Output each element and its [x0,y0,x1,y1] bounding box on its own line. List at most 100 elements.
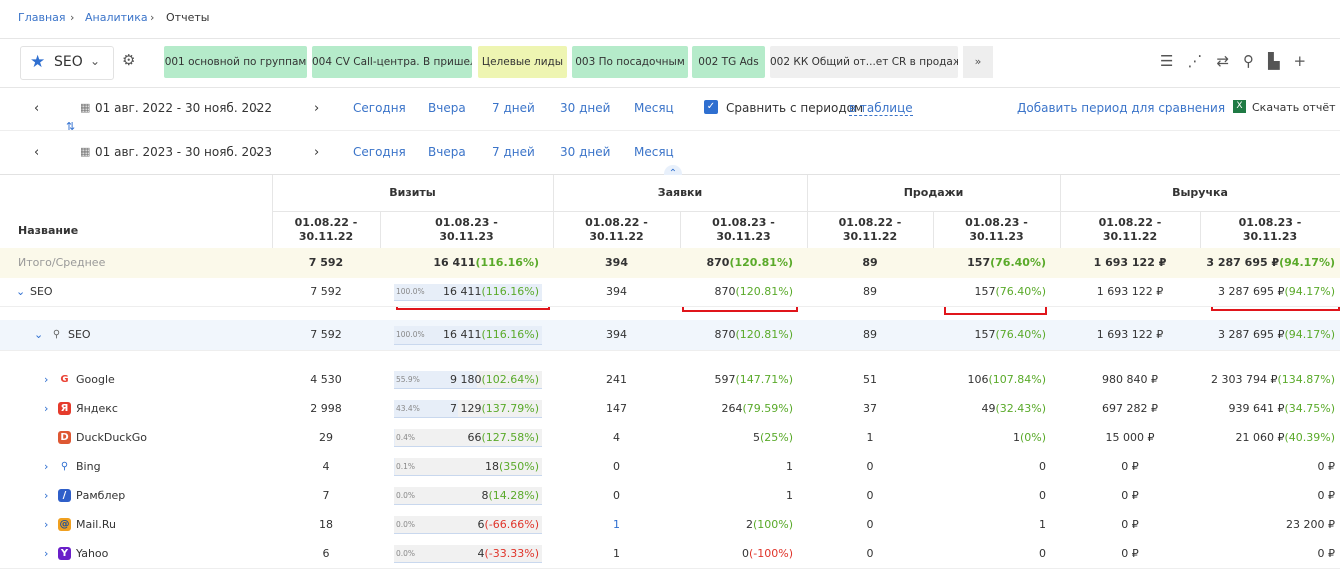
cell-change: (116.16%) [481,285,539,298]
add-period-link[interactable]: Добавить период для сравнения [1017,101,1226,115]
expand-chevron[interactable]: › [44,517,49,531]
expand-chevron[interactable]: › [44,546,49,560]
report-tab[interactable]: 004 CV Call-центра. В пришел [312,46,472,78]
segment-select[interactable] [20,46,114,80]
table-row [0,278,1340,307]
report-tab[interactable]: 003 По посадочным [572,46,688,78]
cell-change: (-66.66%) [484,517,540,531]
segment-name[interactable]: SEO [54,54,83,70]
quick-period[interactable]: Месяц [634,101,674,115]
cell-change: (116.16%) [481,328,539,341]
cell-value: 1 693 122 ₽ [1096,328,1164,341]
share-bar [394,429,395,446]
breadcrumb-link[interactable]: Главная [18,11,66,24]
cell-compare: 157(76.40%) [974,285,1046,298]
group-header: Выручка [1172,186,1228,199]
cell-compare: 49(32.43%) [981,402,1046,415]
report-tab[interactable]: Целевые лиды [478,46,567,78]
cell-value: 89 [862,256,878,269]
cell-value: 241 [606,372,627,386]
next-arrow[interactable]: › [314,145,320,160]
period-header: 01.08.23 - 30.11.23 [965,216,1028,243]
expand-chevron[interactable]: › [44,372,49,386]
prev-arrow[interactable]: ‹ [34,101,40,116]
compare-link[interactable]: в таблице [849,101,913,116]
quick-period[interactable]: 30 дней [560,101,611,115]
cell-value: 264 [721,401,743,415]
col-divider [680,212,681,248]
cell-compare: 0 [1039,460,1046,473]
quick-period[interactable]: Сегодня [353,145,406,159]
cell-change: (-100%) [749,546,793,560]
cell-value: 394 [606,285,627,298]
share-label: 100.0% [396,330,425,339]
expand-chevron[interactable]: › [44,459,49,473]
group-header: Заявки [657,186,703,199]
cell-value: 0 ₽ [1121,546,1139,560]
quick-period[interactable]: Вчера [428,145,466,159]
quick-period[interactable]: 30 дней [560,145,611,159]
cell-compare: 870(120.81%) [714,285,793,298]
quick-period[interactable]: 7 дней [492,145,535,159]
cell-value: 1 [786,488,793,502]
source-icon: ⚲ [52,329,61,340]
table-row [0,320,1340,351]
download-link[interactable]: Скачать отчёт [1252,101,1336,114]
period-header: 01.08.22 - 30.11.22 [294,216,358,243]
period-header: 01.08.23 - 30.11.23 [435,216,498,243]
cell-value: 980 840 ₽ [1102,372,1158,386]
cell-change: (0%) [1019,430,1046,444]
date-range[interactable]: 01 авг. 2022 - 30 нояб. 2022 [95,101,272,115]
gear-icon[interactable]: ⚙ [122,51,136,69]
group-header: Визиты [389,186,436,199]
swap-icon[interactable]: ⇅ [66,120,76,133]
calendar-icon: ▦ [80,101,91,114]
share-label: 100.0% [396,287,425,296]
source-icon: Y [58,546,71,560]
cell-value: 2 [745,517,753,531]
share-bar [394,284,542,300]
quick-period[interactable]: Сегодня [353,101,406,115]
report-tab[interactable]: 002 КК Общий от...ет CR в продажу [770,46,958,78]
cell-value: 3 287 695 ₽ [1217,328,1285,341]
compare-checkbox[interactable]: ✓ [704,100,718,114]
cell-compare: 597(147.71%) [714,373,793,386]
cell-value: 16 411 [442,328,482,341]
cell-value: 0 [1039,488,1046,502]
cell-compare: 6(-66.66%) [478,518,540,531]
cell-value: 16 411 [442,285,482,298]
tabs-more[interactable]: » [963,46,993,78]
excel-icon: X [1233,100,1246,113]
expand-chevron[interactable]: ⌄ [16,285,26,298]
report-tab[interactable]: 002 TG Ads [692,46,765,78]
cell-value: 6 [477,517,485,531]
next-arrow[interactable]: › [314,101,320,116]
col-divider [933,212,934,248]
group-header: Продажи [903,186,964,199]
breadcrumb-link[interactable]: Аналитика [85,11,148,24]
cell-value: 870 [706,256,730,269]
cell-compare: 157(76.40%) [967,256,1046,269]
cell-change: (120.81%) [735,328,793,341]
table-row [0,394,1340,424]
quick-period[interactable]: 7 дней [492,101,535,115]
toolbar-icons[interactable]: ☰⋰⇄⚲▙+ [1160,52,1321,70]
prev-arrow[interactable]: ‹ [34,145,40,160]
quick-period[interactable]: Вчера [428,101,466,115]
date-range[interactable]: 01 авг. 2023 - 30 нояб. 2023 [95,145,272,159]
source-icon: / [58,488,71,502]
cell-compare: 16 411(116.16%) [433,256,539,269]
expand-chevron[interactable]: ⌄ [34,328,44,341]
cell-change: (134.87%) [1277,372,1335,386]
cell-value: 1 [866,430,874,444]
share-label: 55.9% [396,374,420,384]
quick-period[interactable]: Месяц [634,145,674,159]
cell-value: 870 [714,328,736,341]
period-header: 01.08.22 - 30.11.22 [585,216,648,243]
share-track [394,429,542,447]
expand-chevron[interactable]: › [44,488,49,502]
row-name: Yahoo [76,546,109,560]
cell-value: 3 287 695 ₽ [1217,285,1285,298]
expand-chevron[interactable]: › [44,401,49,415]
report-tab[interactable]: 001 основной по группам [164,46,307,78]
